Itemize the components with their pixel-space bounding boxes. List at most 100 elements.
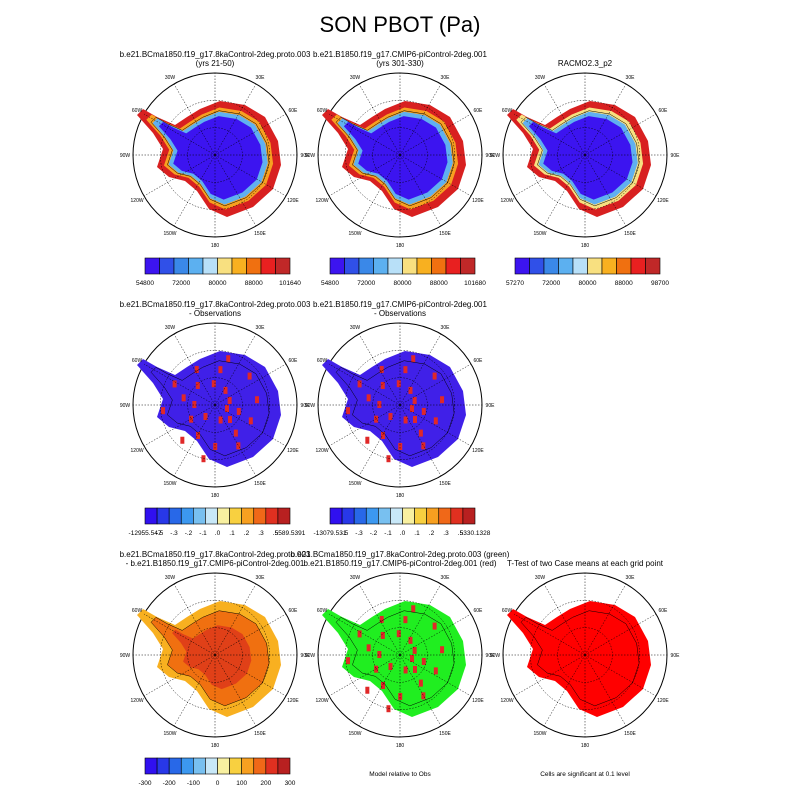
field-cell: [408, 636, 413, 644]
colorbar-label: -13079.531: [314, 530, 347, 537]
field-cell: [411, 605, 416, 613]
colorbar-swatch: [260, 257, 276, 275]
field-cell: [386, 455, 391, 463]
longitude-label: 90E: [671, 653, 681, 659]
longitude-label: 180: [396, 493, 405, 499]
colorbar-label: 54800: [136, 280, 154, 287]
longitude-label: 150W: [163, 731, 176, 737]
longitude-label: 60W: [502, 608, 513, 614]
colorbar-label: 57270: [506, 280, 524, 287]
colorbar-swatch: [144, 507, 158, 525]
field-cell: [366, 394, 371, 402]
longitude-label: 150W: [163, 231, 176, 237]
longitude-label: 150W: [348, 731, 361, 737]
field-cell: [379, 365, 384, 373]
field-cell: [398, 692, 403, 700]
longitude-label: 90W: [305, 403, 316, 409]
longitude-label: 60W: [132, 358, 143, 364]
longitude-label: 60E: [658, 608, 668, 614]
colorbar-swatch: [329, 257, 345, 275]
longitude-label: 90E: [486, 653, 496, 659]
longitude-label: 150E: [439, 231, 451, 237]
colorbar-swatch: [202, 257, 218, 275]
field-cell: [227, 415, 232, 423]
longitude-label: 150E: [439, 731, 451, 737]
colorbar-swatch: [450, 507, 464, 525]
panel-title: (yrs 301-330): [376, 59, 424, 68]
colorbar-label: -12955.547: [129, 530, 162, 537]
colorbar-swatch: [205, 507, 218, 525]
colorbar-swatch: [378, 507, 391, 525]
field-cell: [365, 686, 370, 694]
longitude-label: 120W: [131, 198, 144, 204]
field-cell: [440, 646, 445, 654]
colorbar-label: 0: [216, 780, 220, 787]
field-cell: [408, 386, 413, 394]
field-cell: [440, 396, 445, 404]
field-cell: [432, 622, 437, 630]
longitude-label: 90W: [120, 653, 131, 659]
longitude-label: 120E: [287, 698, 299, 704]
panel-title: b.e21.BCma1850.f19_g17.8kaControl-2deg.p…: [120, 300, 311, 309]
colorbar-label: -.5: [156, 530, 164, 537]
colorbar-swatch: [277, 507, 291, 525]
field-cell: [418, 679, 423, 687]
field-cell: [421, 407, 426, 415]
field-cell: [192, 400, 197, 408]
longitude-label: 120W: [316, 448, 329, 454]
panel-title: T-Test of two Case means at each grid po…: [507, 559, 664, 568]
longitude-label: 120E: [472, 698, 484, 704]
longitude-label: 120W: [131, 448, 144, 454]
longitude-label: 90W: [305, 653, 316, 659]
field-cell: [381, 681, 386, 689]
field-cell: [381, 431, 386, 439]
longitude-label: 120E: [657, 698, 669, 704]
colorbar-swatch: [445, 257, 461, 275]
longitude-label: 150E: [624, 231, 636, 237]
colorbar-swatch: [246, 257, 262, 275]
colorbar-label: 101640: [279, 280, 301, 287]
field-cell: [218, 416, 223, 424]
colorbar-label: 80000: [208, 280, 226, 287]
field-cell: [180, 436, 185, 444]
longitude-label: 60E: [288, 608, 298, 614]
colorbar-swatch: [180, 757, 194, 775]
colorbar-swatch: [193, 757, 206, 775]
field-cell: [366, 644, 371, 652]
longitude-label: 30E: [441, 75, 451, 81]
colorbar-swatch: [341, 507, 355, 525]
colorbar-label: 88000: [430, 280, 448, 287]
panel-title: b.e21.B1850.f19_g17.CMIP6-piControl-2deg…: [303, 559, 496, 568]
colorbar-label: 5589.5391: [275, 530, 306, 537]
field-cell: [211, 380, 216, 388]
field-cell: [161, 407, 166, 415]
longitude-label: 150E: [439, 481, 451, 487]
longitude-label: 30E: [256, 575, 266, 581]
field-cell: [357, 630, 362, 638]
map-panel: b.e21.BCma1850.f19_g17.8kaControl-2deg.p…: [291, 550, 510, 749]
longitude-label: 60E: [473, 608, 483, 614]
figure-title: SON PBOT (Pa): [320, 12, 481, 37]
field-cell: [365, 436, 370, 444]
colorbar-swatch: [543, 257, 559, 275]
longitude-label: 150E: [624, 731, 636, 737]
field-cell: [379, 615, 384, 623]
colorbar-label: 98700: [651, 280, 669, 287]
longitude-label: 30W: [165, 575, 176, 581]
field-cell: [195, 381, 200, 389]
longitude-label: 90E: [486, 403, 496, 409]
colorbar-swatch: [156, 507, 170, 525]
panel-title: b.e21.BCma1850.f19_g17.8kaControl-2deg.p…: [120, 50, 311, 59]
colorbar-swatch: [217, 257, 233, 275]
field-cell: [226, 355, 231, 363]
panel-title: (yrs 21-50): [196, 59, 235, 68]
panel-title: - Observations: [189, 309, 241, 318]
colorbar-swatch: [426, 507, 440, 525]
field-cell: [403, 666, 408, 674]
longitude-label: 150W: [348, 481, 361, 487]
colorbar-swatch: [353, 507, 367, 525]
longitude-label: 90E: [301, 153, 311, 159]
field-cell: [346, 657, 351, 665]
